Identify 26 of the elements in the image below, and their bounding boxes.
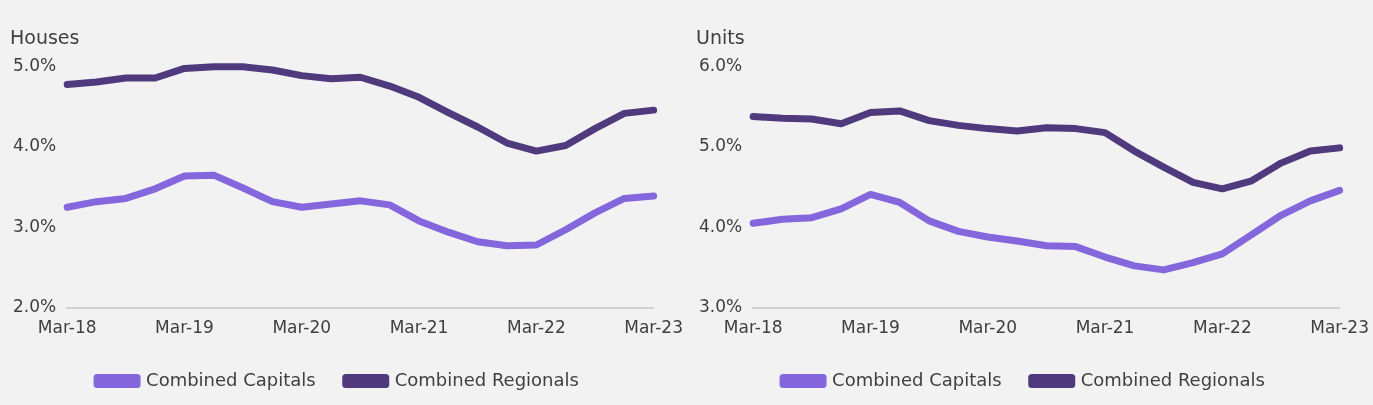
- y-tick-label: 4.0%: [698, 215, 743, 236]
- y-tick-label: 4.0%: [12, 135, 57, 156]
- chart-title: Units: [696, 26, 745, 49]
- legend-label: Combined Regionals: [394, 368, 579, 390]
- x-tick-label: Mar-19: [155, 317, 214, 338]
- y-tick-label: 5.0%: [698, 135, 743, 156]
- x-tick-label: Mar-20: [272, 317, 332, 338]
- y-tick-label: 2.0%: [12, 296, 57, 317]
- x-tick-label: Mar-19: [841, 317, 900, 338]
- x-tick-label: Mar-22: [1192, 317, 1252, 338]
- chart-title: Houses: [10, 26, 80, 49]
- x-tick-label: Mar-21: [1075, 317, 1135, 338]
- y-tick-label: 5.0%: [12, 55, 57, 76]
- legend-label: Combined Regionals: [1080, 368, 1265, 390]
- x-tick-label: Mar-23: [1310, 317, 1370, 338]
- legend-label: Combined Capitals: [146, 368, 316, 390]
- x-tick-label: Mar-18: [723, 317, 783, 338]
- legend-label: Combined Capitals: [832, 368, 1002, 390]
- x-tick-label: Mar-18: [37, 317, 97, 338]
- x-tick-label: Mar-21: [389, 317, 449, 338]
- y-tick-label: 3.0%: [12, 215, 57, 236]
- x-tick-label: Mar-22: [506, 317, 566, 338]
- y-tick-label: 3.0%: [698, 296, 743, 317]
- x-tick-label: Mar-23: [624, 317, 684, 338]
- x-tick-label: Mar-20: [958, 317, 1018, 338]
- y-tick-label: 6.0%: [698, 55, 743, 76]
